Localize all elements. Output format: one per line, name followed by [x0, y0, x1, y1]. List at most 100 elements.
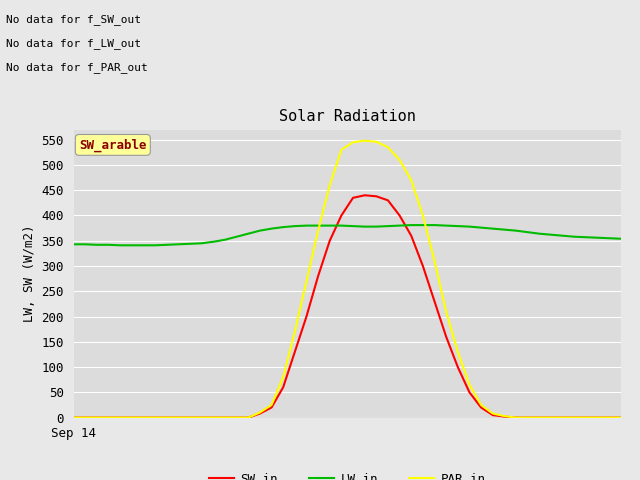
SW_in [128, 415, 136, 420]
SW_in [175, 415, 182, 420]
SW_in [209, 415, 217, 420]
LW_in [175, 241, 182, 247]
Title: Solar Radiation: Solar Radiation [279, 109, 415, 124]
PAR_in [244, 415, 252, 420]
LW_in [326, 223, 333, 228]
SW_in [279, 384, 287, 390]
PAR_in [361, 138, 369, 144]
PAR_in [326, 182, 333, 188]
PAR_in [268, 402, 275, 408]
SW_in [442, 334, 450, 340]
Line: PAR_in: PAR_in [74, 141, 621, 418]
SW_in [314, 273, 322, 279]
SW_in [536, 415, 543, 420]
LW_in [70, 241, 77, 247]
PAR_in [524, 415, 531, 420]
PAR_in [559, 415, 566, 420]
LW_in [605, 235, 613, 241]
PAR_in [536, 415, 543, 420]
SW_in [547, 415, 555, 420]
LW_in [186, 241, 194, 247]
PAR_in [617, 415, 625, 420]
SW_in [512, 415, 520, 420]
LW_in [442, 223, 450, 228]
SW_in [198, 415, 205, 420]
SW_in [337, 213, 345, 218]
PAR_in [198, 415, 205, 420]
LW_in [291, 223, 299, 229]
PAR_in [221, 415, 228, 420]
SW_in [372, 193, 380, 199]
SW_in [431, 299, 438, 304]
PAR_in [140, 415, 147, 420]
Text: SW_arable: SW_arable [79, 138, 147, 152]
LW_in [536, 231, 543, 237]
SW_in [617, 415, 625, 420]
PAR_in [512, 415, 520, 420]
LW_in [303, 223, 310, 228]
PAR_in [291, 329, 299, 335]
LW_in [221, 237, 228, 242]
LW_in [233, 234, 241, 240]
LW_in [337, 223, 345, 228]
SW_in [221, 415, 228, 420]
Y-axis label: LW, SW (W/m2): LW, SW (W/m2) [23, 225, 36, 323]
LW_in [466, 224, 474, 229]
SW_in [408, 233, 415, 239]
LW_in [582, 234, 589, 240]
SW_in [93, 415, 100, 420]
SW_in [594, 415, 602, 420]
Line: LW_in: LW_in [74, 225, 621, 245]
SW_in [489, 412, 497, 418]
Legend: SW_in, LW_in, PAR_in: SW_in, LW_in, PAR_in [204, 467, 490, 480]
SW_in [419, 263, 427, 269]
PAR_in [337, 147, 345, 153]
Text: No data for f_LW_out: No data for f_LW_out [6, 38, 141, 49]
PAR_in [605, 415, 613, 420]
LW_in [140, 242, 147, 248]
PAR_in [582, 415, 589, 420]
PAR_in [233, 415, 241, 420]
Text: No data for f_SW_out: No data for f_SW_out [6, 14, 141, 25]
SW_in [303, 313, 310, 319]
SW_in [291, 349, 299, 355]
PAR_in [372, 139, 380, 144]
PAR_in [256, 409, 264, 415]
PAR_in [175, 415, 182, 420]
LW_in [408, 222, 415, 228]
SW_in [582, 415, 589, 420]
PAR_in [186, 415, 194, 420]
LW_in [81, 241, 89, 247]
LW_in [244, 231, 252, 237]
SW_in [466, 389, 474, 395]
LW_in [454, 223, 461, 229]
SW_in [256, 411, 264, 417]
SW_in [605, 415, 613, 420]
LW_in [559, 233, 566, 239]
LW_in [256, 228, 264, 234]
LW_in [500, 227, 508, 232]
LW_in [163, 242, 171, 248]
LW_in [431, 222, 438, 228]
PAR_in [466, 382, 474, 388]
LW_in [547, 232, 555, 238]
PAR_in [442, 309, 450, 314]
PAR_in [489, 411, 497, 417]
PAR_in [314, 228, 322, 234]
PAR_in [477, 402, 485, 408]
SW_in [105, 415, 113, 420]
LW_in [128, 242, 136, 248]
LW_in [419, 222, 427, 228]
Line: SW_in: SW_in [74, 195, 621, 418]
SW_in [361, 192, 369, 198]
PAR_in [70, 415, 77, 420]
LW_in [384, 223, 392, 229]
PAR_in [396, 157, 403, 163]
Text: No data for f_PAR_out: No data for f_PAR_out [6, 62, 148, 73]
PAR_in [384, 144, 392, 150]
LW_in [93, 242, 100, 248]
LW_in [209, 239, 217, 245]
PAR_in [454, 349, 461, 355]
LW_in [489, 226, 497, 231]
LW_in [524, 229, 531, 235]
